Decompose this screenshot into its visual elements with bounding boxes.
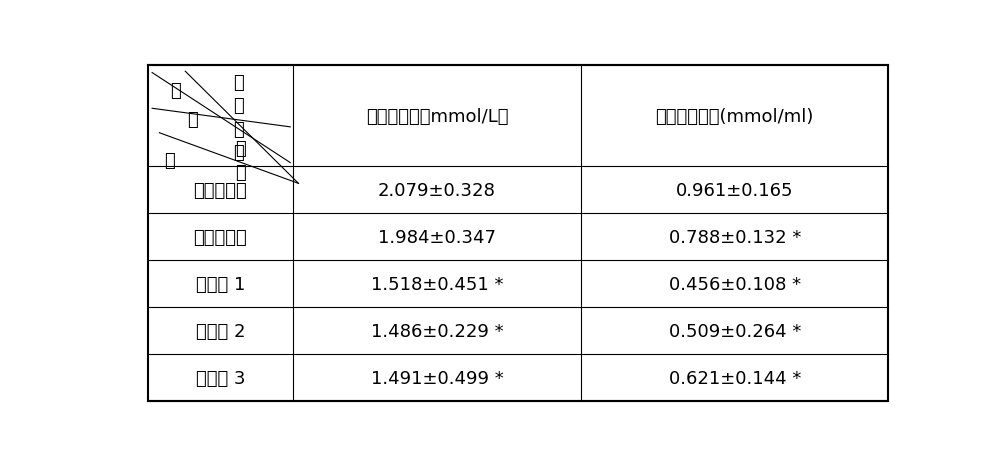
Text: 阳性药物组: 阳性药物组 [194, 228, 247, 246]
Text: 血浆胆固醇（mmol/L）: 血浆胆固醇（mmol/L） [366, 107, 508, 125]
Text: 阳性对照组: 阳性对照组 [194, 181, 247, 199]
Text: 检
测
项
目: 检 测 项 目 [233, 74, 244, 162]
Text: 血浆甘油三酯(mmol/ml): 血浆甘油三酯(mmol/ml) [656, 107, 814, 125]
Text: 1.486±0.229 *: 1.486±0.229 * [371, 322, 503, 340]
Text: 实施例 2: 实施例 2 [196, 322, 245, 340]
Text: 实施例 3: 实施例 3 [196, 369, 245, 387]
Text: 检: 检 [170, 82, 181, 100]
Text: 0.788±0.132 *: 0.788±0.132 * [669, 228, 801, 246]
Text: 1.984±0.347: 1.984±0.347 [378, 228, 496, 246]
Text: 实施例 1: 实施例 1 [196, 275, 245, 293]
Text: 测: 测 [187, 111, 197, 129]
Text: 组: 组 [165, 151, 175, 169]
Text: 0.621±0.144 *: 0.621±0.144 * [669, 369, 801, 387]
Text: 0.961±0.165: 0.961±0.165 [676, 181, 794, 199]
Text: 1.518±0.451 *: 1.518±0.451 * [371, 275, 503, 293]
Text: 1.491±0.499 *: 1.491±0.499 * [371, 369, 503, 387]
Text: 0.509±0.264 *: 0.509±0.264 * [669, 322, 801, 340]
Text: 0.456±0.108 *: 0.456±0.108 * [669, 275, 801, 293]
Text: 值
号: 值 号 [236, 140, 246, 181]
Text: 2.079±0.328: 2.079±0.328 [378, 181, 496, 199]
